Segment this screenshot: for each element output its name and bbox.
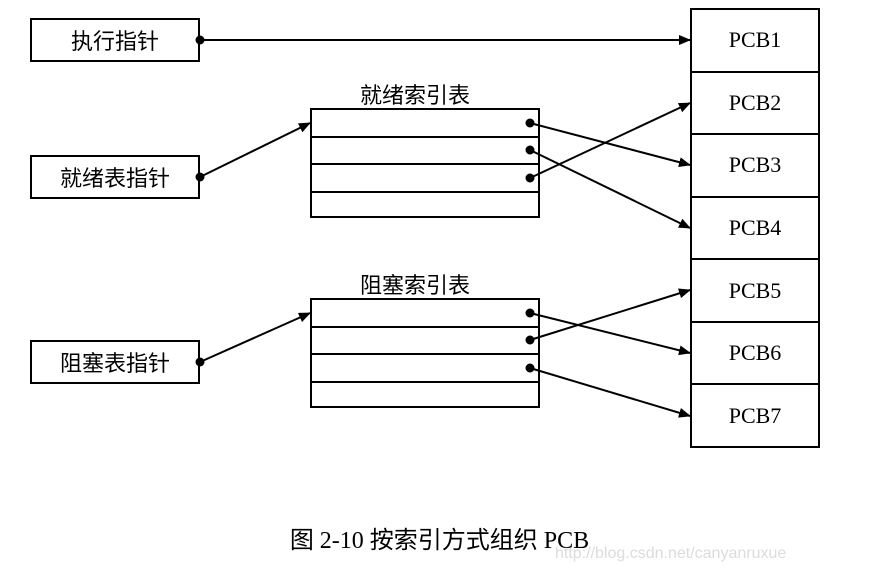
exec-pointer-label: 执行指针: [71, 24, 159, 56]
readyrow1-to-pcb3: [530, 123, 690, 165]
ready-index-row: [312, 110, 538, 138]
block-index-row: [312, 300, 538, 328]
pcb-row: PCB6: [692, 323, 818, 386]
pcb-label: PCB1: [729, 27, 782, 53]
ready-index-table: [310, 108, 540, 218]
pcb-row: PCB2: [692, 73, 818, 136]
block-pointer-box: 阻塞表指针: [30, 340, 200, 384]
blockrow2-to-pcb5: [530, 290, 690, 340]
block-index-row: [312, 383, 538, 411]
block-pointer-label: 阻塞表指针: [60, 346, 170, 378]
ready-index-row: [312, 138, 538, 166]
pcb-label: PCB6: [729, 340, 782, 366]
ready-pointer-box: 就绪表指针: [30, 155, 200, 199]
block-index-title: 阻塞索引表: [360, 268, 470, 300]
pcb-label: PCB7: [729, 403, 782, 429]
watermark: http://blog.csdn.net/canyanruxue: [555, 545, 786, 563]
pcb-label: PCB2: [729, 90, 782, 116]
pcb-row: PCB5: [692, 260, 818, 323]
pcb-table: PCB1 PCB2 PCB3 PCB4 PCB5 PCB6 PCB7: [690, 8, 820, 448]
block-index-row: [312, 355, 538, 383]
pcb-label: PCB5: [729, 278, 782, 304]
ready-index-title: 就绪索引表: [360, 78, 470, 110]
readyrow2-to-pcb4: [530, 150, 690, 228]
pcb-label: PCB4: [729, 215, 782, 241]
blockrow3-to-pcb7: [530, 368, 690, 416]
pcb-label: PCB3: [729, 152, 782, 178]
ready-index-row: [312, 165, 538, 193]
block-index-row: [312, 328, 538, 356]
exec-pointer-box: 执行指针: [30, 18, 200, 62]
pcb-row: PCB7: [692, 385, 818, 446]
readyptr-to-table: [200, 123, 310, 177]
diagram-canvas: 执行指针 就绪表指针 阻塞表指针 就绪索引表 阻塞索引表 PCB1 PCB2 P…: [0, 0, 879, 573]
ready-index-row: [312, 193, 538, 221]
pcb-row: PCB4: [692, 198, 818, 261]
blockptr-to-table: [200, 313, 310, 362]
blockrow1-to-pcb6: [530, 313, 690, 353]
pcb-row: PCB3: [692, 135, 818, 198]
readyrow3-to-pcb2: [530, 103, 690, 178]
ready-pointer-label: 就绪表指针: [60, 161, 170, 193]
block-index-table: [310, 298, 540, 408]
pcb-row: PCB1: [692, 10, 818, 73]
